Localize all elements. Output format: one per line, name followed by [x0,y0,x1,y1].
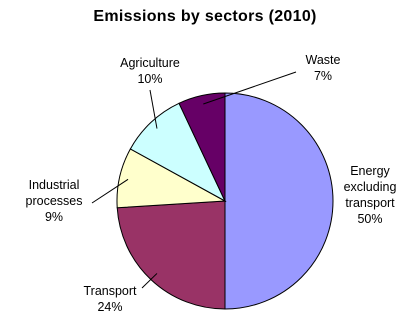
slice-label-industrial: Industrial processes 9% [14,177,94,225]
chart-title: Emissions by sectors (2010) [93,8,317,25]
leader-line-waste [203,71,297,105]
slice-label-transport-line-1: Transport [83,284,137,298]
slice-label-energy-pct: 50% [357,212,383,226]
slice-label-energy-line-3: transport [345,196,395,210]
slice-label-transport: Transport 24% [70,283,150,315]
slice-label-transport-pct: 24% [97,300,123,314]
slice-label-industrial-pct: 9% [44,210,64,224]
slice-label-agriculture: Agriculture 10% [110,55,190,87]
slice-label-industrial-line-1: Industrial [28,178,80,192]
slice-label-energy-line-1: Energy [350,164,390,178]
pie-slice-waste [178,92,226,202]
slice-label-waste-pct: 7% [313,69,333,83]
slice-label-industrial-line-2: processes [25,194,83,208]
leader-line-transport [141,273,158,289]
pie-slices [116,92,334,310]
slice-label-energy: Energy excluding transport 50% [330,163,410,227]
leader-line-industrial [91,178,129,204]
slice-label-agriculture-pct: 10% [137,72,163,86]
slice-label-energy-line-2: excluding [343,180,397,194]
slice-label-waste: Waste 7% [283,52,363,84]
leader-line-agriculture [149,89,158,129]
leader-lines [91,71,297,289]
pie-slice-energy [224,92,334,310]
slice-label-waste-line-1: Waste [305,53,341,67]
slice-label-agriculture-line-1: Agriculture [120,56,180,70]
